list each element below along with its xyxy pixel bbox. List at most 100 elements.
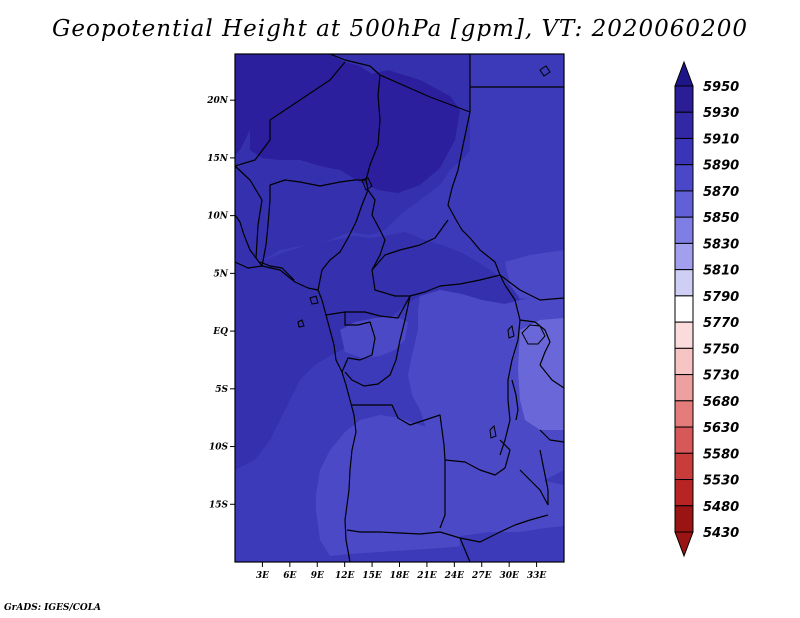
field-fill-5910-west (235, 54, 262, 155)
colorbar-swatch (674, 295, 694, 323)
border-niger-nigeria (269, 179, 366, 187)
lon-tick-label: 6E (283, 571, 296, 581)
lake-chad (361, 177, 373, 191)
border-congo-drc (344, 295, 411, 387)
lake-mweru (489, 424, 497, 439)
border-cameroon-gabon (325, 295, 411, 319)
field-fill-5890-central (235, 232, 520, 470)
lon-tick-label: 9E (311, 571, 324, 581)
colorbar-label: 5530 (703, 474, 739, 489)
field-fill-5850-coast (340, 316, 408, 358)
lake-victoria (521, 324, 546, 345)
chart-title: Geopotential Height at 500hPa [gpm], VT:… (52, 16, 748, 42)
colorbar-swatch (674, 164, 694, 192)
colorbar-label: 5480 (703, 500, 739, 515)
border-angola-drc (352, 404, 446, 461)
field-fill-5850-south (316, 415, 564, 556)
border-burkina (235, 165, 263, 201)
border-zambia-drc (444, 439, 511, 476)
lat-tick-label: 15N (207, 154, 229, 164)
colorbar-label: 5890 (703, 159, 739, 174)
lon-tick-label: 24E (444, 571, 465, 581)
border-niger-libya (329, 54, 381, 76)
field-fill-5910-north (250, 54, 460, 193)
colorbar-swatch (674, 479, 694, 507)
longitude-axis: 3E 6E 9E 12E 15E 18E 21E 24E 27E 30E 33E (256, 562, 547, 581)
border-namibia-botswana (459, 537, 471, 562)
colorbar-swatch (674, 374, 694, 402)
colorbar-label: 5430 (703, 526, 739, 541)
colorbar-label: 5630 (703, 421, 739, 436)
islands-and-lakes (297, 65, 551, 439)
lon-tick-label: 33E (527, 571, 547, 581)
colorbar-label: 5870 (703, 185, 739, 200)
border-drc-east (499, 284, 521, 456)
border-mali-niger (235, 120, 271, 167)
colorbar-label: 5850 (703, 211, 739, 226)
lat-tick-label: EQ (212, 327, 228, 337)
border-uganda-sudan (499, 274, 564, 301)
lon-tick-label: 27E (471, 571, 492, 581)
colorbar-swatch (674, 137, 694, 166)
lon-tick-label: 18E (390, 571, 410, 581)
colorbar-label: 5910 (703, 132, 739, 147)
lat-tick-label: 20N (206, 96, 229, 106)
field-fill-5870-southwest (235, 400, 330, 562)
lat-tick-label: 10N (207, 212, 229, 222)
lon-tick-label: 15E (362, 571, 382, 581)
border-libya-chad (379, 74, 471, 113)
colorbar-label: 5830 (703, 237, 739, 252)
colorbar-label: 5770 (703, 316, 739, 331)
lake-malawi (539, 449, 549, 505)
colorbar-swatch (674, 85, 694, 113)
colorbar-swatch (674, 347, 694, 376)
lat-tick-label: 5S (215, 385, 228, 395)
lon-tick-label: 30E (499, 571, 519, 581)
field-fill-5870-southeast (460, 526, 564, 562)
lon-tick-label: 3E (256, 571, 269, 581)
colorbar-swatch (674, 190, 694, 218)
border-car-south (371, 269, 501, 297)
lake-tanganyika (511, 379, 519, 421)
map-panel (235, 54, 564, 562)
border-zambia-zimbabwe (479, 514, 549, 543)
bioko-island (309, 295, 319, 305)
footer-credit: GrADS: IGES/COLA (4, 603, 102, 613)
border-benin-togo (255, 199, 263, 259)
colorbar-label: 5930 (703, 106, 739, 121)
border-angola-zambia (439, 460, 446, 529)
lake-kivu (507, 324, 515, 339)
border-tanzania-mozambique (539, 429, 564, 443)
colorbar-swatch (674, 242, 694, 271)
colorbar-swatch (674, 216, 694, 244)
colorbar-swatch (674, 400, 694, 428)
border-kenya-tanzania (539, 364, 564, 389)
lat-tick-label: 5N (214, 269, 229, 279)
colorbar-swatch (674, 111, 694, 139)
colorbar-label: 5790 (703, 290, 739, 305)
border-uganda-kenya (519, 319, 551, 366)
colorbar-label: 5750 (703, 342, 739, 357)
border-gabon-congo (341, 312, 376, 373)
colorbar-swatch (674, 269, 694, 297)
border-nigeria-cameroon (317, 189, 369, 291)
border-algeria-niger (269, 61, 346, 121)
lat-tick-label: 10S (209, 443, 229, 453)
latitude-axis: 20N 15N 10N 5N EQ 5S 10S 15S (206, 96, 235, 510)
coastline-west (235, 261, 357, 562)
border-zambia-malawi (519, 469, 549, 506)
field-fill-5830-east (518, 318, 564, 430)
island-ne (539, 65, 551, 77)
colorbar-label: 5810 (703, 264, 739, 279)
border-chad-sudan (447, 111, 506, 286)
colorbar-swatch (674, 452, 694, 481)
colorbar-label: 5730 (703, 369, 739, 384)
colorbar-label: 5580 (703, 447, 739, 462)
colorbar-swatch (674, 426, 694, 454)
colorbar-swatch (674, 505, 694, 533)
country-borders (235, 54, 564, 562)
sao-tome-island (297, 319, 305, 328)
colorbar-swatch (674, 321, 694, 349)
lat-tick-label: 15S (209, 500, 229, 510)
